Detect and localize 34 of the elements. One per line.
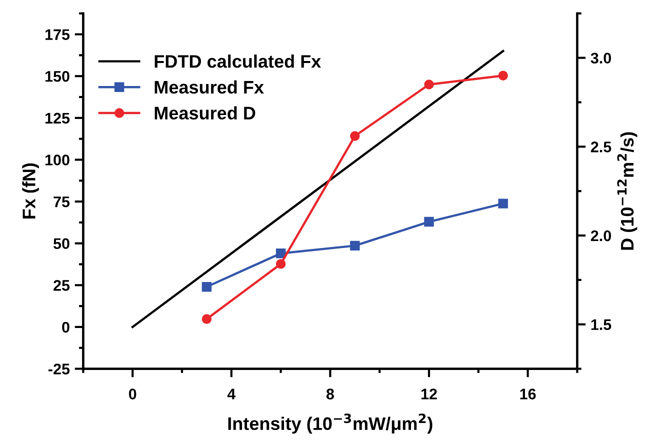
- y-tick-label: 150: [45, 70, 70, 82]
- y-tick-label: 50: [53, 238, 70, 250]
- point: [350, 131, 360, 141]
- y-tick-label: 175: [45, 29, 70, 40]
- y2-tick-label: 1.5: [591, 319, 612, 330]
- x-axis-title: Intensity (10$^{−3}$mW/μm$^{2}$): [228, 414, 432, 434]
- legend-label: Measured Fx: [154, 80, 264, 94]
- y2-axis-title: D (10$^{−12}$m$^{2}$/s): [617, 132, 638, 250]
- point: [424, 216, 434, 227]
- y-tick-label: 100: [45, 154, 70, 166]
- y-tick-label: -25: [48, 364, 70, 374]
- y2-tick-label: 2.0: [590, 230, 612, 242]
- point: [202, 314, 212, 324]
- point: [276, 259, 286, 269]
- y2-tick-label: 2.5: [590, 142, 612, 152]
- x-tick-label: 8: [326, 388, 334, 400]
- point: [498, 70, 508, 80]
- legend-label: FDTD calculated Fx: [154, 54, 322, 68]
- x-tick-label: 16: [520, 388, 536, 400]
- x-tick-label: 0: [128, 388, 136, 400]
- y-tick-label: 75: [54, 196, 70, 208]
- y-tick-label: 0: [62, 322, 70, 333]
- point: [276, 248, 286, 258]
- point: [424, 80, 434, 90]
- x-tick-label: 4: [227, 388, 236, 400]
- x-tick-label: 12: [421, 388, 437, 400]
- point: [498, 198, 508, 208]
- point: [202, 282, 212, 292]
- y-axis-title: Fx (fN): [22, 163, 39, 218]
- y-tick-label: 125: [45, 112, 70, 124]
- y-tick-label: 25: [54, 280, 70, 291]
- y2-tick-label: 3.0: [590, 52, 612, 64]
- point: [350, 240, 360, 251]
- legend-label: Measured D: [154, 106, 256, 120]
